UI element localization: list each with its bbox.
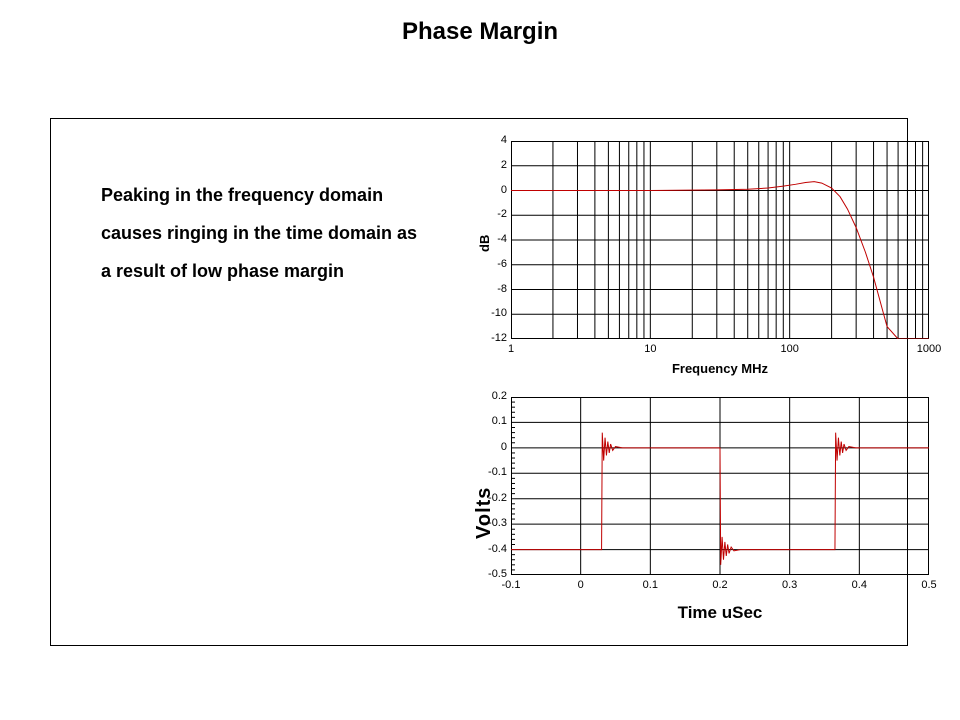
x-tick-label: 10 [630, 343, 670, 355]
y-axis-label: Volts [473, 487, 496, 539]
x-tick-label: 1000 [909, 343, 949, 355]
y-tick-label: -6 [473, 258, 507, 270]
x-tick-label: -0.1 [491, 579, 531, 591]
x-axis-label: Frequency MHz [511, 361, 929, 376]
y-tick-label: -8 [473, 283, 507, 295]
x-tick-label: 0.5 [909, 579, 949, 591]
x-axis-label: Time uSec [511, 603, 929, 623]
y-tick-label: 4 [473, 134, 507, 146]
x-tick-label: 1 [491, 343, 531, 355]
y-tick-label: -2 [473, 208, 507, 220]
content-frame: Peaking in the frequency domain causes r… [50, 118, 908, 646]
y-tick-label: -10 [473, 307, 507, 319]
x-tick-label: 0 [561, 579, 601, 591]
y-tick-label: 0.1 [473, 415, 507, 427]
description-text: Peaking in the frequency domain causes r… [101, 177, 421, 290]
y-axis-label: dB [477, 235, 492, 252]
y-tick-label: 0 [473, 184, 507, 196]
data-trace [511, 182, 929, 339]
time-chart: -0.5-0.4-0.3-0.2-0.100.10.2-0.100.10.20.… [469, 397, 933, 599]
x-tick-label: 0.2 [700, 579, 740, 591]
x-tick-label: 0.3 [770, 579, 810, 591]
y-tick-label: 2 [473, 159, 507, 171]
y-tick-label: 0.2 [473, 390, 507, 402]
plot-svg [511, 141, 929, 339]
page-title: Phase Margin [0, 18, 960, 46]
y-tick-label: -0.4 [473, 543, 507, 555]
plot-svg [511, 397, 929, 575]
y-tick-label: 0 [473, 441, 507, 453]
x-tick-label: 100 [770, 343, 810, 355]
page: Phase Margin Peaking in the frequency do… [0, 0, 960, 720]
x-tick-label: 0.1 [630, 579, 670, 591]
frequency-chart: -12-10-8-6-4-20241101001000dBFrequency M… [469, 141, 933, 359]
y-tick-label: -0.1 [473, 466, 507, 478]
x-tick-label: 0.4 [839, 579, 879, 591]
